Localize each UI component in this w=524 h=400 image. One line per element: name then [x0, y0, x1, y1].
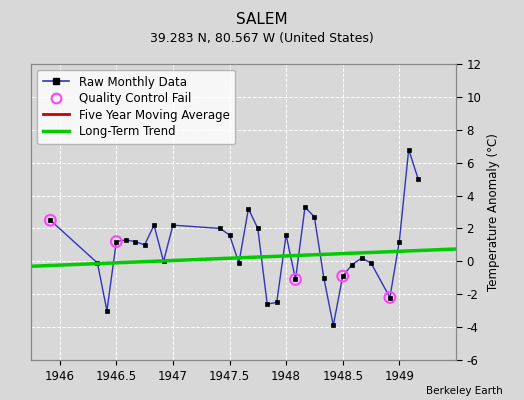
Point — [291, 276, 300, 283]
Point — [112, 238, 121, 245]
Y-axis label: Temperature Anomaly (°C): Temperature Anomaly (°C) — [487, 133, 500, 291]
Text: 39.283 N, 80.567 W (United States): 39.283 N, 80.567 W (United States) — [150, 32, 374, 45]
Text: Berkeley Earth: Berkeley Earth — [427, 386, 503, 396]
Legend: Raw Monthly Data, Quality Control Fail, Five Year Moving Average, Long-Term Tren: Raw Monthly Data, Quality Control Fail, … — [37, 70, 235, 144]
Point — [386, 294, 394, 301]
Point — [46, 217, 54, 224]
Text: SALEM: SALEM — [236, 12, 288, 27]
Point — [339, 273, 347, 279]
